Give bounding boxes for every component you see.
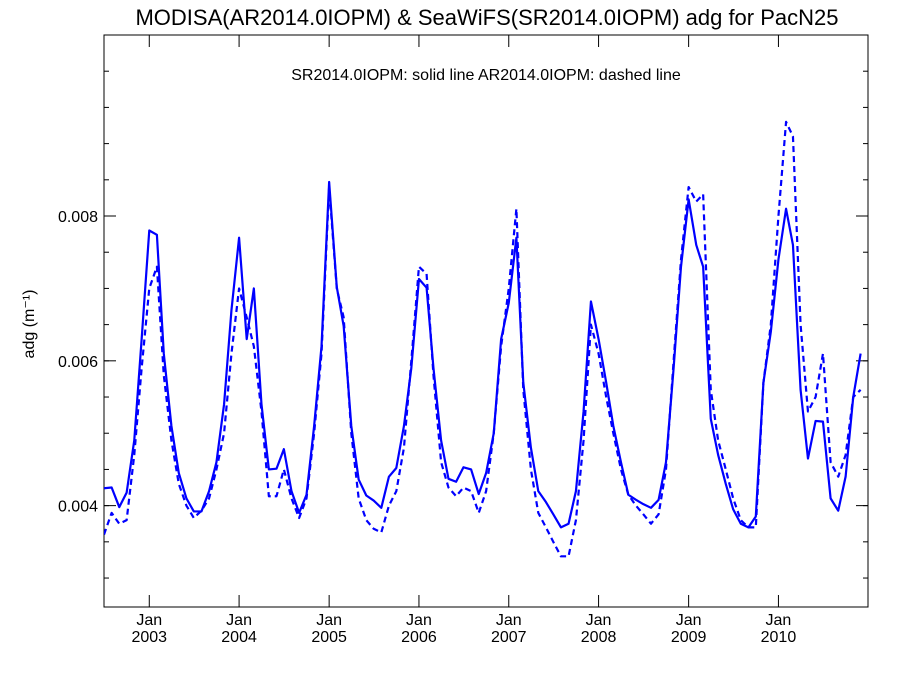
x-tick-month: Jan bbox=[316, 612, 342, 629]
x-tick-year: 2010 bbox=[761, 629, 797, 646]
series-layer bbox=[104, 120, 862, 558]
x-tick-year: 2003 bbox=[131, 629, 167, 646]
chart-title: MODISA(AR2014.0IOPM) & SeaWiFS(SR2014.0I… bbox=[135, 5, 838, 30]
axis-ticks: 0.0040.0060.008Jan2003Jan2004Jan2005Jan2… bbox=[58, 34, 868, 646]
x-tick-year: 2008 bbox=[581, 629, 617, 646]
x-tick-month: Jan bbox=[676, 612, 702, 629]
x-tick-year: 2006 bbox=[401, 629, 437, 646]
x-tick-year: 2007 bbox=[491, 629, 527, 646]
series-line-sr2014-0iopm bbox=[104, 180, 862, 529]
x-tick-year: 2005 bbox=[311, 629, 347, 646]
x-tick-month: Jan bbox=[406, 612, 432, 629]
x-tick-year: 2009 bbox=[671, 629, 707, 646]
plot-frame bbox=[103, 34, 869, 608]
y-tick-label: 0.008 bbox=[58, 209, 98, 226]
x-tick-month: Jan bbox=[766, 612, 792, 629]
y-axis-label: adg (m⁻¹) bbox=[21, 290, 38, 359]
x-tick-year: 2004 bbox=[221, 629, 257, 646]
x-tick-month: Jan bbox=[496, 612, 522, 629]
x-tick-month: Jan bbox=[226, 612, 252, 629]
y-tick-label: 0.004 bbox=[58, 499, 98, 516]
x-tick-month: Jan bbox=[136, 612, 162, 629]
x-tick-month: Jan bbox=[586, 612, 612, 629]
y-tick-label: 0.006 bbox=[58, 354, 98, 371]
line-style-note: SR2014.0IOPM: solid line AR2014.0IOPM: d… bbox=[291, 67, 681, 84]
series-line-ar2014-0iopm bbox=[104, 120, 862, 558]
